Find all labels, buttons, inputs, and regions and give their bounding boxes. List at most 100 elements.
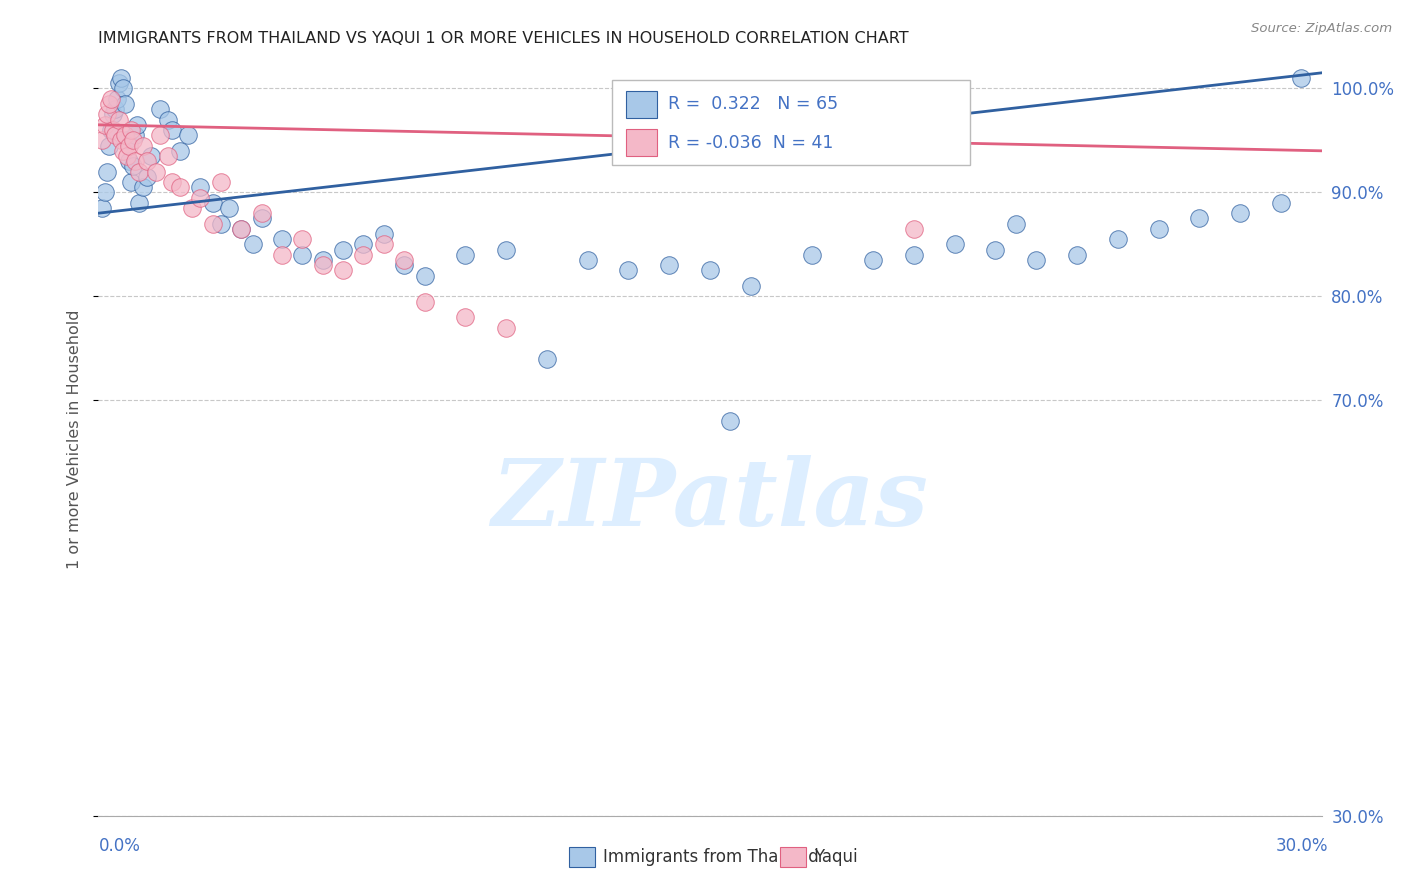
Point (242, 237, 264, 252)
Point (1107, 232, 1129, 246)
Point (124, 128, 146, 143)
Point (250, 211, 273, 226)
Point (110, 133, 132, 147)
Point (118, 154, 141, 169)
Point (392, 252, 416, 267)
Text: R =  0.322   N = 65: R = 0.322 N = 65 (668, 95, 838, 113)
Point (903, 221, 925, 235)
Point (576, 252, 599, 267)
Point (100, 123, 122, 137)
Point (156, 112, 179, 127)
Point (373, 237, 395, 252)
Point (536, 351, 558, 366)
Point (93, 118, 115, 132)
Point (93, 186, 115, 200)
Point (250, 206, 273, 220)
Text: IMMIGRANTS FROM THAILAND VS YAQUI 1 OR MORE VEHICLES IN HOUSEHOLD CORRELATION CH: IMMIGRANTS FROM THAILAND VS YAQUI 1 OR M… (98, 31, 910, 46)
Point (104, 128, 127, 143)
Point (108, 76, 131, 90)
Point (801, 248, 824, 262)
Point (312, 258, 335, 272)
Point (1004, 217, 1026, 231)
Point (118, 138, 141, 153)
Point (188, 180, 212, 194)
Point (740, 279, 762, 293)
Point (97, 97, 120, 112)
Point (231, 221, 253, 235)
Point (188, 191, 212, 205)
Point (132, 180, 155, 194)
Point (122, 160, 145, 174)
Point (114, 128, 136, 143)
Point (201, 217, 224, 231)
Point (1025, 252, 1047, 267)
Point (96, 164, 118, 178)
Point (122, 133, 145, 147)
Point (270, 232, 294, 246)
Point (1188, 211, 1211, 226)
Point (114, 97, 136, 112)
Point (120, 175, 142, 189)
Point (96, 107, 118, 121)
Point (984, 243, 1007, 257)
Text: Yaqui: Yaqui (814, 848, 858, 866)
Point (110, 70, 132, 85)
Point (352, 248, 374, 262)
Point (160, 175, 183, 189)
Point (1270, 195, 1292, 210)
Text: 30.0%: 30.0% (1277, 837, 1329, 855)
Point (209, 217, 232, 231)
Point (413, 294, 436, 309)
Point (124, 154, 146, 169)
Point (111, 81, 134, 95)
Point (181, 201, 204, 215)
Point (169, 180, 191, 194)
Point (160, 123, 183, 137)
Point (132, 138, 155, 153)
Point (332, 243, 354, 257)
Point (115, 149, 138, 163)
Point (413, 268, 436, 283)
Point (270, 248, 294, 262)
Point (332, 263, 354, 277)
Text: 0.0%: 0.0% (98, 837, 141, 855)
Point (1066, 248, 1088, 262)
Text: Immigrants from Thailand: Immigrants from Thailand (603, 848, 818, 866)
Point (392, 258, 416, 272)
Point (104, 102, 127, 116)
Text: Source: ZipAtlas.com: Source: ZipAtlas.com (1251, 22, 1392, 36)
Point (145, 164, 167, 178)
Point (495, 320, 517, 334)
Point (291, 232, 314, 246)
Point (149, 128, 172, 143)
Point (101, 107, 124, 121)
Point (111, 144, 134, 158)
Point (149, 102, 172, 116)
Point (699, 263, 721, 277)
Point (862, 252, 884, 267)
Point (136, 154, 159, 169)
Point (127, 118, 149, 132)
Point (454, 310, 477, 325)
Point (454, 248, 477, 262)
Point (108, 112, 131, 127)
Point (91, 133, 114, 147)
Point (100, 92, 122, 106)
Point (97, 138, 120, 153)
Point (201, 195, 224, 210)
Point (120, 123, 142, 137)
Text: R = -0.036  N = 41: R = -0.036 N = 41 (668, 134, 834, 152)
Point (373, 227, 395, 241)
Point (128, 164, 150, 178)
Point (91, 201, 114, 215)
Point (231, 221, 253, 235)
Point (1147, 221, 1170, 235)
Point (903, 248, 925, 262)
Point (115, 133, 138, 147)
Point (128, 195, 150, 210)
Point (141, 149, 163, 163)
Point (156, 149, 179, 163)
Text: ZIPatlas: ZIPatlas (492, 455, 928, 545)
Point (136, 169, 159, 184)
Point (1291, 70, 1313, 85)
